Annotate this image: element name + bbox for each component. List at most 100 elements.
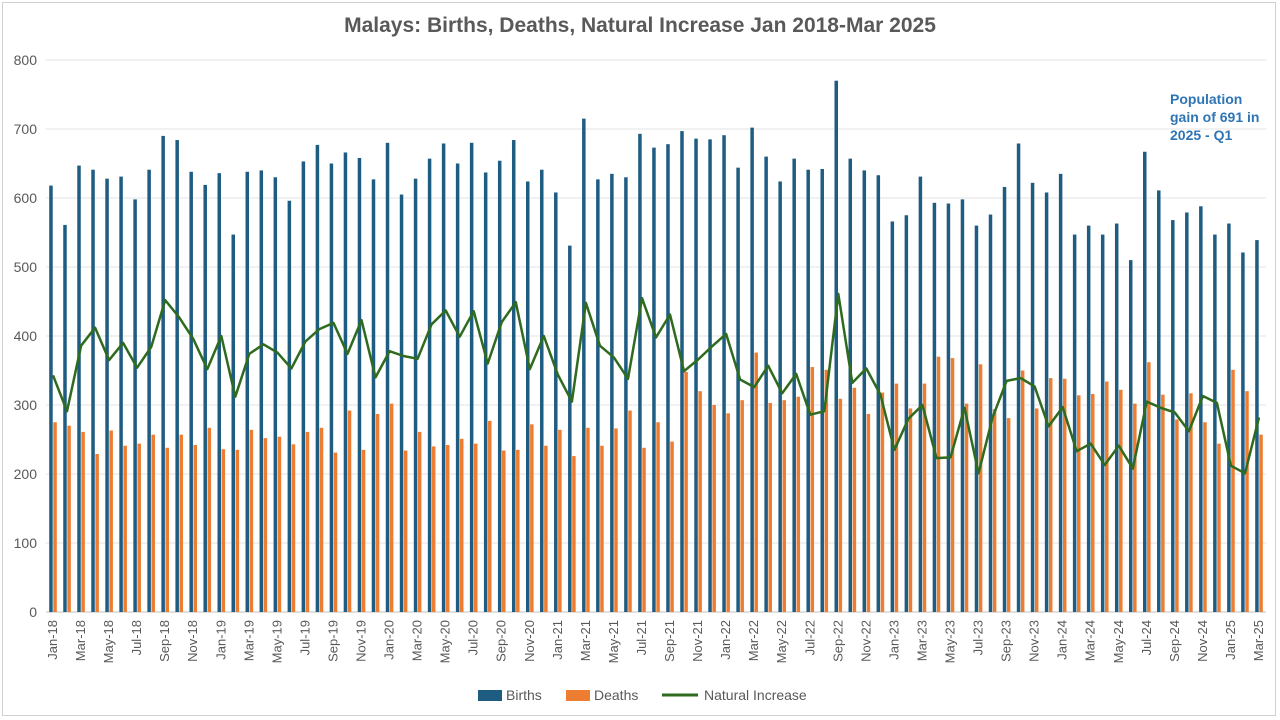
- x-tick-label: May-24: [1111, 620, 1126, 663]
- deaths-bar: [964, 403, 969, 612]
- births-bars: [49, 80, 1259, 613]
- births-bar: [680, 131, 684, 612]
- births-bar: [63, 224, 67, 612]
- deaths-bar: [291, 444, 296, 612]
- x-tick-label: Jul-20: [466, 620, 481, 655]
- deaths-bar: [1020, 370, 1025, 612]
- births-bar: [540, 169, 544, 612]
- deaths-bar: [922, 383, 927, 612]
- births-bar: [890, 221, 895, 612]
- legend-swatch-births: [478, 690, 502, 701]
- births-bar: [974, 225, 979, 612]
- births-bar: [455, 163, 460, 612]
- births-bar: [596, 179, 600, 612]
- births-bar: [343, 152, 348, 612]
- deaths-bar: [1048, 378, 1053, 612]
- births-bar: [862, 170, 867, 612]
- births-bar: [1199, 206, 1203, 612]
- x-tick-label: Jul-23: [971, 620, 986, 655]
- deaths-bar: [838, 398, 843, 612]
- births-bar: [918, 176, 923, 613]
- deaths-bar: [263, 438, 268, 612]
- deaths-bar: [614, 428, 618, 612]
- x-tick-label: Jan-24: [1055, 620, 1070, 660]
- x-tick-label: Nov-23: [1027, 620, 1042, 662]
- births-bar: [1002, 186, 1007, 612]
- deaths-bar: [1091, 393, 1095, 612]
- deaths-bar: [333, 452, 338, 612]
- deaths-bar: [95, 453, 99, 612]
- births-bar: [329, 163, 334, 612]
- births-bar: [820, 169, 824, 612]
- legend-label-deaths: Deaths: [594, 687, 638, 703]
- deaths-bar: [417, 431, 422, 612]
- x-tick-label: Sep-23: [999, 620, 1014, 662]
- births-bar: [357, 157, 362, 613]
- x-tick-label: May-23: [943, 620, 958, 663]
- deaths-bar: [1259, 434, 1263, 612]
- births-bar: [666, 144, 670, 612]
- deaths-bar: [656, 422, 660, 612]
- deaths-bar: [305, 431, 310, 612]
- deaths-bar: [459, 438, 464, 612]
- births-bar: [834, 80, 838, 612]
- births-bar: [582, 118, 586, 613]
- births-bar: [133, 199, 137, 612]
- natural-increase-series: [51, 292, 1261, 475]
- births-bar: [848, 158, 853, 613]
- deaths-bar: [1006, 418, 1011, 612]
- x-tick-label: Jan-25: [1223, 620, 1238, 660]
- legend: Births Deaths Natural Increase: [478, 687, 807, 703]
- births-bar: [1227, 223, 1231, 612]
- x-tick-label: Sep-22: [830, 620, 845, 662]
- births-bar: [960, 199, 965, 612]
- births-bar: [259, 170, 264, 612]
- births-bar: [511, 140, 516, 613]
- x-tick-label: Nov-21: [690, 620, 705, 662]
- x-tick-label: Jul-19: [297, 620, 312, 655]
- deaths-bar: [1231, 369, 1235, 612]
- births-bar: [147, 169, 151, 612]
- births-bar: [413, 178, 418, 612]
- births-bar: [441, 143, 446, 613]
- births-bar: [49, 185, 53, 612]
- x-tick-label: May-20: [438, 620, 453, 663]
- deaths-bar: [642, 447, 646, 612]
- x-tick-label: Sep-21: [662, 620, 677, 662]
- births-bar: [750, 127, 754, 613]
- x-tick-label: Jul-22: [802, 620, 817, 655]
- births-bar: [483, 172, 488, 612]
- deaths-bar: [796, 396, 801, 612]
- x-tick-label: Nov-22: [858, 620, 873, 662]
- deaths-bar: [235, 449, 240, 612]
- births-bar: [1100, 234, 1105, 612]
- births-bar: [175, 140, 179, 613]
- births-bar: [1072, 234, 1077, 612]
- births-bar: [105, 178, 109, 612]
- y-tick-label: 700: [14, 121, 38, 137]
- births-bar: [1213, 234, 1217, 612]
- legend-label-natural-increase: Natural Increase: [704, 687, 807, 703]
- births-bar: [554, 192, 558, 613]
- deaths-bar: [249, 429, 254, 612]
- births-bar: [624, 177, 628, 613]
- births-bar: [385, 142, 390, 613]
- births-bar: [652, 147, 656, 612]
- deaths-bar: [389, 403, 394, 612]
- deaths-bar: [866, 413, 871, 612]
- births-bar: [301, 161, 306, 612]
- x-tick-label: Mar-23: [914, 620, 929, 661]
- legend-label-births: Births: [506, 687, 542, 703]
- births-bar: [638, 133, 642, 612]
- births-bar: [946, 203, 951, 612]
- births-bar: [427, 158, 432, 613]
- deaths-bar: [403, 450, 408, 612]
- deaths-bar: [123, 445, 127, 612]
- x-tick-label: Mar-21: [578, 620, 593, 661]
- chart-title: Malays: Births, Deaths, Natural Increase…: [344, 14, 936, 37]
- deaths-bar: [1245, 391, 1249, 612]
- deaths-bar: [193, 445, 198, 612]
- deaths-bar: [978, 364, 983, 612]
- natural-increase-line: [51, 292, 1261, 475]
- deaths-bar: [1062, 378, 1067, 612]
